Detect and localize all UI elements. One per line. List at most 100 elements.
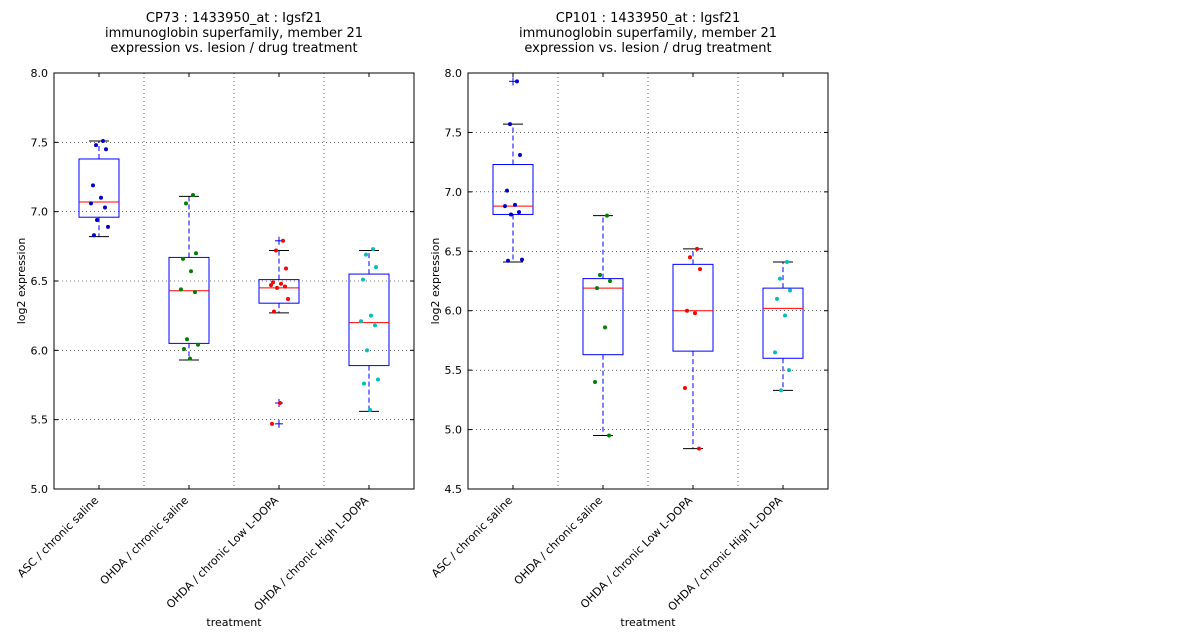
data-point xyxy=(593,380,597,385)
data-point xyxy=(281,238,285,243)
data-point xyxy=(359,319,363,324)
data-point xyxy=(179,287,183,292)
data-point xyxy=(185,337,189,342)
data-point xyxy=(270,421,274,426)
box xyxy=(492,164,534,215)
data-point xyxy=(698,267,702,272)
data-point xyxy=(508,122,512,127)
data-point xyxy=(271,280,275,285)
y-tick-label: 5.0 xyxy=(445,424,463,437)
data-point xyxy=(362,381,366,386)
chart-title-line: immunoglobin superfamily, member 21 xyxy=(105,26,363,41)
data-point xyxy=(94,143,98,148)
data-point xyxy=(361,277,365,282)
box xyxy=(168,256,210,344)
data-point xyxy=(688,255,692,260)
data-point xyxy=(272,309,276,314)
y-tick-label: 7.5 xyxy=(31,136,49,149)
box xyxy=(78,158,120,218)
data-point xyxy=(513,202,517,207)
data-point xyxy=(101,138,105,143)
data-point xyxy=(775,296,779,301)
data-point xyxy=(189,269,193,274)
data-point xyxy=(509,212,513,217)
data-point xyxy=(104,147,108,152)
data-point xyxy=(505,188,509,193)
y-tick-label: 5.0 xyxy=(31,483,49,496)
data-point xyxy=(196,342,200,347)
y-tick-label: 5.5 xyxy=(31,414,49,427)
data-point xyxy=(193,290,197,295)
chart-title-line: CP73 : 1433950_at : Igsf21 xyxy=(146,11,322,26)
data-point xyxy=(773,350,777,355)
data-point xyxy=(685,308,689,313)
data-point xyxy=(365,348,369,353)
y-tick-label: 7.5 xyxy=(445,126,463,139)
data-point xyxy=(518,153,522,158)
y-tick-label: 7.0 xyxy=(445,186,463,199)
plot-frame xyxy=(467,72,829,490)
data-point xyxy=(99,195,103,200)
data-point xyxy=(779,388,783,393)
data-point xyxy=(184,201,188,206)
y-tick-label: 8.0 xyxy=(31,67,49,80)
data-point xyxy=(274,248,278,253)
x-tick-label: ASC / chronic saline xyxy=(429,494,515,580)
data-point xyxy=(279,281,283,286)
y-tick-label: 6.5 xyxy=(31,275,49,288)
data-point xyxy=(697,446,701,451)
data-point xyxy=(91,183,95,188)
data-point xyxy=(376,377,380,382)
x-tick-label: OHDA / chronic saline xyxy=(512,494,606,588)
box xyxy=(258,279,300,304)
chart-title-line: expression vs. lesion / drug treatment xyxy=(110,41,357,56)
y-tick-label: 4.5 xyxy=(445,483,463,496)
data-point xyxy=(598,273,602,278)
data-point xyxy=(693,311,697,316)
data-point xyxy=(368,407,372,412)
data-point xyxy=(785,259,789,264)
data-point xyxy=(286,297,290,302)
data-point xyxy=(608,279,612,283)
data-point xyxy=(787,368,791,373)
data-point xyxy=(683,385,687,390)
data-point xyxy=(607,433,611,438)
data-point xyxy=(371,247,375,252)
chart-title-line: expression vs. lesion / drug treatment xyxy=(524,41,771,56)
y-tick-label: 7.0 xyxy=(31,206,49,219)
data-point xyxy=(191,193,195,198)
data-point xyxy=(275,285,279,290)
data-point xyxy=(92,233,96,238)
data-point xyxy=(194,251,198,256)
box xyxy=(672,263,714,352)
data-point xyxy=(603,325,607,330)
box xyxy=(348,273,390,367)
data-point xyxy=(284,266,288,271)
data-point xyxy=(778,276,782,281)
data-point xyxy=(373,323,377,328)
data-point xyxy=(374,265,378,270)
x-tick-label: ASC / chronic saline xyxy=(15,494,101,580)
data-point xyxy=(520,257,524,262)
data-point xyxy=(783,313,787,318)
data-point xyxy=(364,252,368,257)
data-point xyxy=(515,79,519,84)
data-point xyxy=(283,284,287,289)
box xyxy=(762,287,804,359)
x-tick-label: OHDA / chronic saline xyxy=(98,494,192,588)
data-point xyxy=(503,204,507,209)
data-point xyxy=(605,213,609,218)
data-point xyxy=(103,205,107,210)
data-point xyxy=(269,283,273,288)
y-tick-label: 6.0 xyxy=(31,344,49,357)
data-point xyxy=(278,401,282,406)
data-point xyxy=(506,258,510,263)
y-tick-label: 5.5 xyxy=(445,364,463,377)
data-point xyxy=(182,346,186,351)
box xyxy=(582,278,624,356)
chart-cp101: CP101 : 1433950_at : Igsf21immunoglobin … xyxy=(429,11,829,629)
data-point xyxy=(788,288,792,293)
chart-title-line: CP101 : 1433950_at : Igsf21 xyxy=(556,11,740,26)
